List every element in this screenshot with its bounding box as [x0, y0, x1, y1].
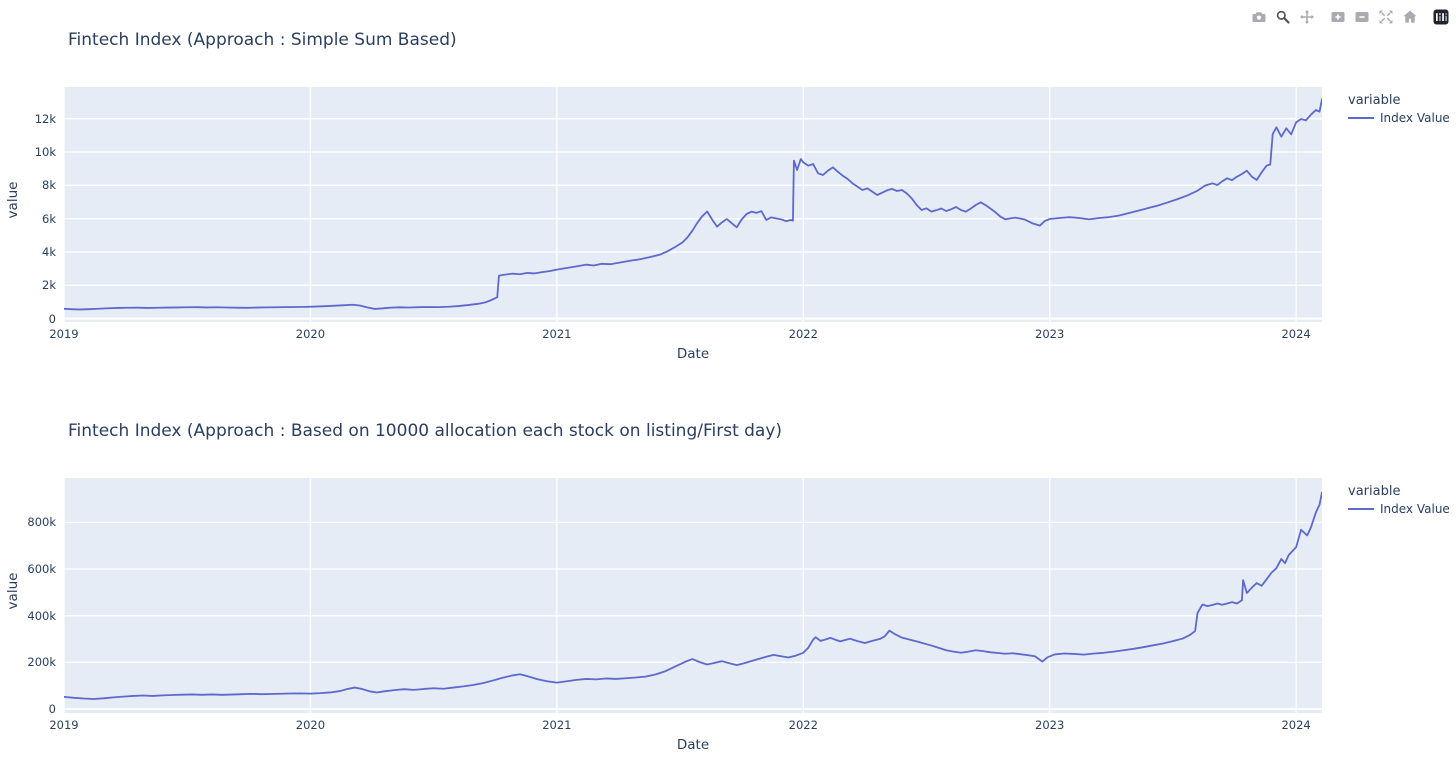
chart-1-title: Fintech Index (Approach : Simple Sum Bas… — [68, 30, 457, 50]
chart-2-legend: variable Index Value — [1348, 484, 1450, 516]
y-tick-label: 2k — [42, 278, 56, 293]
y-tick-label: 12k — [34, 111, 56, 126]
camera-button[interactable] — [1250, 8, 1268, 25]
chart-2-figure: Fintech Index (Approach : Based on 10000… — [0, 391, 1456, 768]
y-tick-label: 4k — [42, 245, 56, 259]
y-tick-label: 400k — [27, 608, 56, 623]
x-tick-label: 2022 — [788, 718, 818, 732]
line-series-index-value — [64, 98, 1322, 311]
plot-background — [64, 478, 1322, 713]
x-tick-label: 2022 — [788, 327, 818, 341]
x-tick-label: 2019 — [49, 327, 79, 341]
legend-line-swatch — [1348, 117, 1374, 119]
pan-icon — [1300, 9, 1314, 24]
zoom-out-button[interactable] — [1353, 8, 1371, 25]
autoscale-button[interactable] — [1377, 8, 1395, 25]
y-tick-label: 10k — [34, 145, 56, 159]
reset-axes-icon — [1403, 10, 1417, 23]
chart-1-plot-area-mount — [64, 87, 1322, 322]
x-tick-label: 2020 — [295, 718, 326, 732]
legend-title: variable — [1348, 93, 1401, 108]
x-tick-label: 2024 — [1281, 327, 1311, 341]
y-tick-label: 8k — [42, 178, 56, 193]
plot-background — [64, 87, 1322, 322]
zoom-icon — [1276, 10, 1290, 24]
legend-title: variable — [1348, 484, 1401, 499]
line-series-index-value — [64, 491, 1322, 700]
x-tick-label: 2023 — [1035, 327, 1065, 341]
legend-item-label: Index Value — [1380, 502, 1450, 516]
chart-2-x-axis-title: Date — [676, 737, 710, 753]
legend-item-index-value[interactable]: Index Value — [1348, 502, 1450, 516]
chart-2-y-axis-title: value — [5, 572, 21, 610]
chart-1-figure: Fintech Index (Approach : Simple Sum Bas… — [0, 0, 1456, 377]
x-tick-label: 2023 — [1035, 718, 1065, 732]
autoscale-icon — [1379, 10, 1393, 23]
x-tick-label: 2021 — [542, 327, 572, 341]
chart-1-x-axis-title: Date — [676, 346, 710, 362]
x-tick-label: 2024 — [1281, 718, 1311, 732]
chart-2-plot-area-mount — [64, 478, 1322, 713]
chart-2-title: Fintech Index (Approach : Based on 10000… — [68, 421, 783, 441]
y-tick-label: 0 — [48, 702, 56, 717]
chart-1-y-axis-title: value — [5, 181, 21, 219]
zoom-button[interactable] — [1274, 8, 1292, 25]
plot-area[interactable] — [64, 87, 1322, 322]
y-tick-label: 6k — [42, 211, 56, 226]
x-tick-label: 2020 — [295, 327, 326, 341]
y-tick-label: 800k — [27, 515, 56, 530]
legend-item-index-value[interactable]: Index Value — [1348, 111, 1450, 125]
y-tick-label: 200k — [27, 655, 56, 670]
reset-axes-button[interactable] — [1401, 8, 1419, 25]
legend-item-label: Index Value — [1380, 111, 1450, 125]
y-tick-label: 0 — [48, 311, 56, 326]
modebar — [1250, 8, 1450, 25]
zoom-in-icon — [1331, 11, 1345, 22]
zoom-in-button[interactable] — [1329, 8, 1347, 25]
pan-button[interactable] — [1298, 8, 1316, 25]
camera-icon — [1252, 11, 1266, 22]
zoom-out-icon — [1355, 11, 1369, 22]
x-tick-label: 2021 — [542, 718, 572, 732]
y-tick-label: 600k — [27, 562, 56, 576]
plotly-logo-icon — [1433, 9, 1449, 24]
chart-1-legend: variable Index Value — [1348, 93, 1450, 125]
plot-area[interactable] — [64, 478, 1322, 713]
x-tick-label: 2019 — [49, 718, 79, 732]
legend-line-swatch — [1348, 508, 1374, 510]
plotly-logo-button[interactable] — [1432, 8, 1450, 25]
